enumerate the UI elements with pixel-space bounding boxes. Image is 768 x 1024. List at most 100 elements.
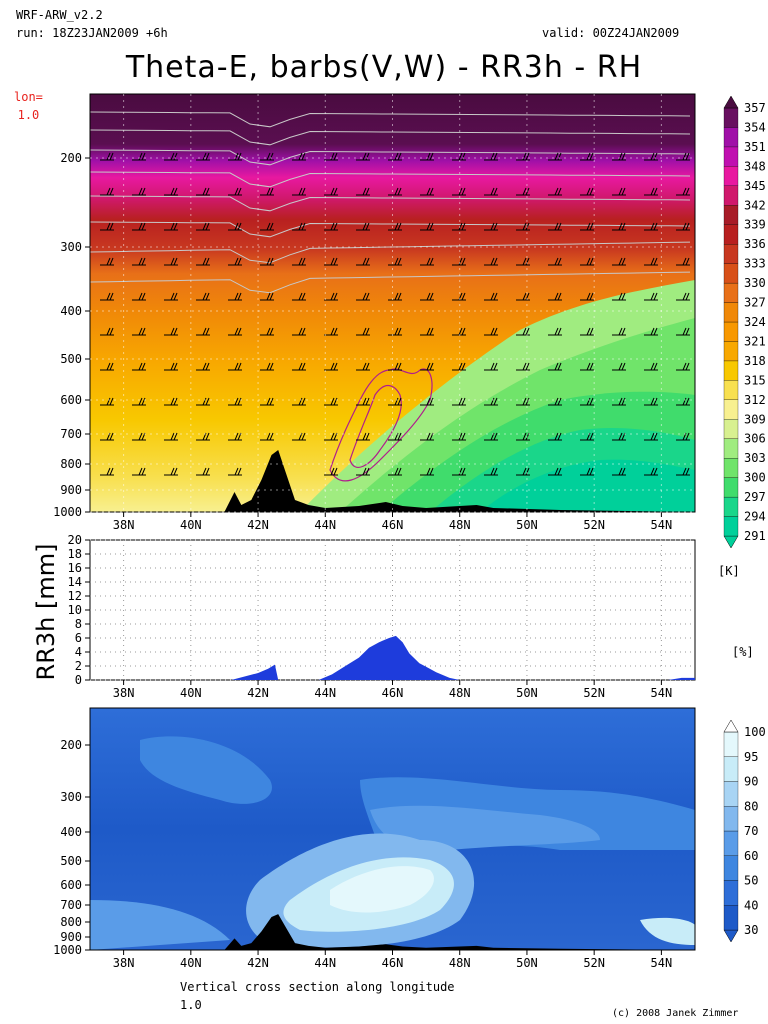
x-tick-label: 38N <box>113 956 135 970</box>
colorbar-swatch <box>723 781 739 807</box>
wind-barb <box>548 432 562 441</box>
wind-barb <box>164 467 178 476</box>
x-tick-label: 38N <box>113 518 135 532</box>
wind-barb <box>388 397 402 406</box>
wind-barb <box>420 292 434 301</box>
run-label: run: 18Z23JAN2009 +6h <box>16 26 168 40</box>
colorbar-label: 339 <box>744 218 766 232</box>
wind-barb <box>100 152 114 161</box>
wind-barb <box>132 257 146 266</box>
y-tick-label: 12 <box>68 589 82 603</box>
wind-barb <box>100 362 114 371</box>
wind-barb <box>100 292 114 301</box>
colorbar-label: 80 <box>744 799 758 813</box>
colorbar-label: 312 <box>744 393 766 407</box>
wind-barb <box>196 362 210 371</box>
x-tick-label: 50N <box>516 686 538 700</box>
colorbar-label: 318 <box>744 354 766 368</box>
x-tick-label: 54N <box>651 956 673 970</box>
y-tick-label: 200 <box>60 151 82 165</box>
x-tick-label: 44N <box>314 956 336 970</box>
colorbar-swatch <box>723 880 739 906</box>
wind-barb <box>612 292 626 301</box>
wind-barb <box>676 257 690 266</box>
colorbar-upper-arrow <box>723 719 739 733</box>
colorbar-swatch <box>723 516 739 537</box>
wind-barb <box>676 292 690 301</box>
wind-barb <box>260 257 274 266</box>
y-tick-label: 500 <box>60 352 82 366</box>
wind-barb <box>132 152 146 161</box>
y-tick-label: 600 <box>60 878 82 892</box>
wind-barb <box>164 432 178 441</box>
wind-barb <box>228 397 242 406</box>
wind-barb <box>644 327 658 336</box>
wind-barb <box>676 327 690 336</box>
theta-e-contour-line <box>90 271 691 294</box>
colorbar-swatch <box>723 438 739 459</box>
colorbar-swatch <box>723 496 739 517</box>
colorbar-swatch <box>723 341 739 362</box>
wind-barb <box>452 362 466 371</box>
wind-barb <box>452 397 466 406</box>
wind-barb <box>324 257 338 266</box>
wind-barb <box>644 187 658 196</box>
wind-barb <box>484 292 498 301</box>
colorbar-label: 327 <box>744 296 766 310</box>
wind-barb <box>548 467 562 476</box>
colorbar-swatch <box>723 205 739 225</box>
colorbar-label: 348 <box>744 159 766 173</box>
y-tick-label: 0 <box>75 673 82 687</box>
wind-barb <box>196 467 210 476</box>
wind-barb <box>132 467 146 476</box>
wind-barb <box>164 222 178 231</box>
y-tick-label: 16 <box>68 561 82 575</box>
wind-barb <box>228 222 242 231</box>
y-tick-label: 4 <box>75 645 82 659</box>
colorbar-swatch <box>723 477 739 498</box>
theta-e-contour-line <box>90 195 691 212</box>
theta-e-contour-line <box>90 171 691 188</box>
wind-barb <box>644 152 658 161</box>
wind-barb <box>420 362 434 371</box>
wind-barb <box>228 152 242 161</box>
theta-e-contour-line <box>90 111 691 128</box>
y-tick-label: 2 <box>75 659 82 673</box>
y-tick-label: 800 <box>60 915 82 929</box>
y-tick-label: 300 <box>60 790 82 804</box>
wind-barb <box>612 187 626 196</box>
wind-barb <box>324 187 338 196</box>
x-tick-label: 42N <box>247 686 269 700</box>
precip-ylabel: RR3h [mm] <box>32 544 60 681</box>
wind-barb <box>356 187 370 196</box>
y-tick-label: 1000 <box>53 505 82 519</box>
wind-barb <box>356 467 370 476</box>
wind-barb <box>548 257 562 266</box>
wind-barb <box>260 327 274 336</box>
x-tick-label: 48N <box>449 686 471 700</box>
x-tick-label: 48N <box>449 956 471 970</box>
y-tick-label: 18 <box>68 547 82 561</box>
wind-barb <box>388 257 402 266</box>
theta-e-colorbar: 291 294 297 300 303 306 309 312 315 318 321 324 327 3… <box>723 95 766 549</box>
x-tick-label: 54N <box>651 518 673 532</box>
rh-region <box>370 805 600 850</box>
colorbar-label: 315 <box>744 373 766 387</box>
wind-barb <box>164 292 178 301</box>
colorbar-lower-arrow <box>723 535 739 549</box>
colorbar-swatch <box>723 419 739 439</box>
wind-barb <box>324 327 338 336</box>
wind-barb <box>420 222 434 231</box>
wind-barb <box>100 397 114 406</box>
rh-panel <box>90 708 695 950</box>
colorbar-swatch <box>723 185 739 206</box>
colorbar-label: 345 <box>744 179 766 193</box>
wind-barb <box>612 467 626 476</box>
wind-barb <box>356 327 370 336</box>
wind-barb <box>452 432 466 441</box>
chart-title: Theta-E, barbs(V,W) - RR3h - RH <box>125 50 643 85</box>
colorbar-swatch <box>723 107 739 128</box>
y-tick-label: 900 <box>60 483 82 497</box>
theta-e-contour-line <box>90 129 691 146</box>
colorbar-swatch <box>723 146 739 167</box>
